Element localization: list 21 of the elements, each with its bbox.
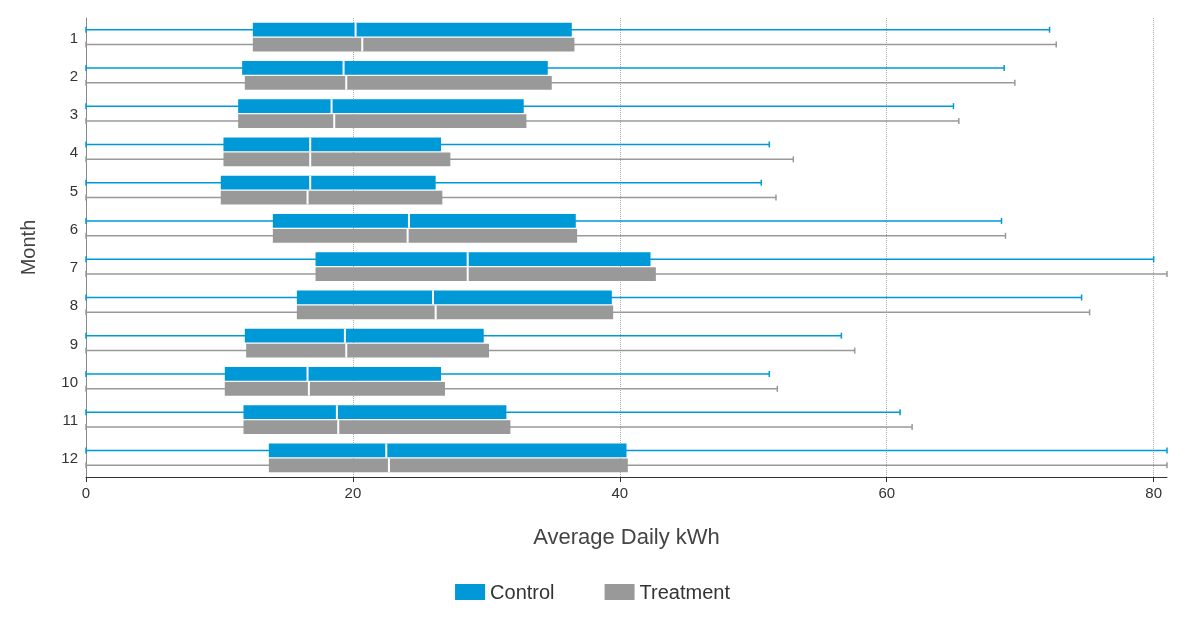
y-tick-label: 5 — [69, 181, 78, 199]
y-tick-label: 11 — [62, 411, 78, 429]
y-tick-label: 6 — [69, 219, 78, 237]
x-tick-label: 20 — [344, 484, 362, 501]
legend-label: Treatment — [639, 581, 731, 603]
y-tick-label: 4 — [69, 143, 78, 161]
x-tick-label: 40 — [611, 484, 629, 501]
x-axis-title: Average Daily kWh — [533, 523, 720, 549]
y-tick-label: 1 — [69, 28, 78, 46]
y-tick-label: 7 — [69, 258, 78, 276]
y-tick-label: 9 — [69, 334, 78, 352]
y-tick-label: 12 — [61, 449, 78, 467]
y-tick-label: 3 — [69, 105, 78, 123]
y-tick-label: 10 — [61, 372, 78, 390]
y-axis-title: Month — [17, 219, 39, 276]
x-tick-label: 60 — [878, 484, 896, 501]
legend-label: Control — [490, 581, 555, 603]
y-tick-label: 8 — [69, 296, 78, 314]
x-tick-label: 80 — [1145, 484, 1162, 501]
x-tick-label: 0 — [81, 484, 91, 501]
y-tick-label: 2 — [69, 66, 78, 84]
